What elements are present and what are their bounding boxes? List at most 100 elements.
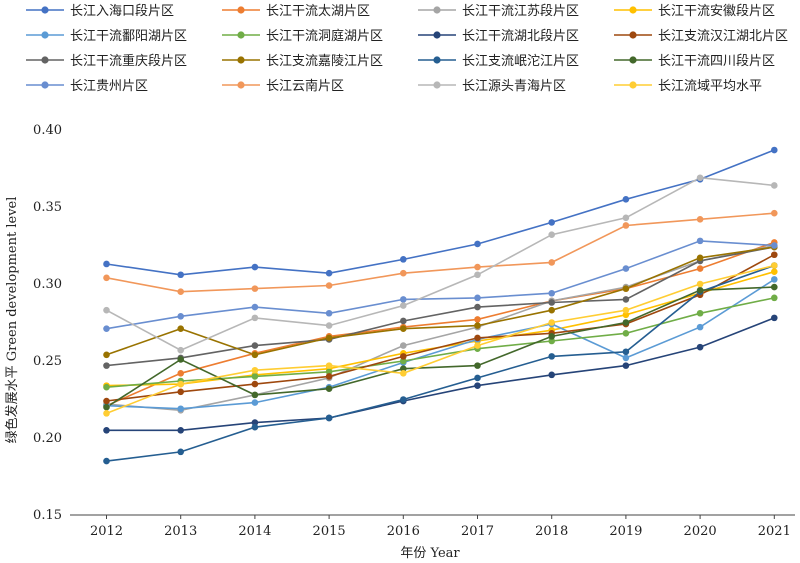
data-point-s14-2015 <box>325 322 333 329</box>
data-point-s12-2012 <box>103 325 110 332</box>
legend-entry-1: 长江干流太湖片区 <box>222 4 370 19</box>
x-axis-title: 年份 Year <box>400 546 460 561</box>
x-tick-label-2012: 2012 <box>90 524 123 539</box>
data-point-s3-2019 <box>622 311 630 319</box>
data-point-s13-2013 <box>177 288 184 296</box>
data-point-s0-2019 <box>622 196 630 203</box>
data-point-s8-2019 <box>622 296 630 303</box>
data-point-s12-2020 <box>696 237 704 245</box>
legend-entry-9: 长江支流嘉陵江片区 <box>222 54 383 69</box>
legend-marker <box>237 31 245 39</box>
data-point-s10-2019 <box>622 348 630 356</box>
y-tick-label-0.30: 0.30 <box>33 277 62 292</box>
legend-marker <box>41 56 49 64</box>
series-line-3 <box>106 270 775 387</box>
legend-label: 长江支流岷沱江片区 <box>462 53 579 69</box>
data-point-s10-2017 <box>474 374 481 382</box>
data-point-s10-2018 <box>548 353 555 360</box>
data-point-s15-2019 <box>622 306 630 314</box>
data-point-s7-2021 <box>771 251 778 259</box>
data-point-s12-2017 <box>474 294 481 302</box>
data-point-s9-2019 <box>622 285 630 292</box>
legend-label: 长江干流安徽段片区 <box>658 4 775 19</box>
data-point-s11-2014 <box>251 391 259 399</box>
data-point-s10-2013 <box>177 448 184 456</box>
data-point-s14-2019 <box>622 214 630 222</box>
legend-marker <box>433 81 441 89</box>
legend-marker <box>41 6 49 14</box>
data-point-s4-2014 <box>251 399 259 406</box>
data-point-s0-2015 <box>325 269 333 277</box>
data-point-s8-2014 <box>251 342 259 349</box>
y-tick-label-0.35: 0.35 <box>33 200 62 215</box>
x-tick-labels: 2012 2013 2014 2015 2016 2017 2018 2019 2020 2021 <box>90 515 791 539</box>
legend-marker <box>41 81 49 89</box>
data-point-s11-2013 <box>177 356 184 363</box>
data-point-s13-2016 <box>400 269 407 277</box>
data-point-s11-2012 <box>103 403 110 411</box>
data-point-s7-2014 <box>251 380 259 388</box>
data-point-s6-2019 <box>622 362 630 369</box>
data-point-s9-2020 <box>696 254 704 262</box>
data-point-s6-2017 <box>474 382 481 389</box>
legend-entry-3: 长江干流安徽段片区 <box>614 4 775 19</box>
series-line-15 <box>106 264 775 415</box>
data-point-s0-2017 <box>474 240 481 248</box>
series-line-0 <box>106 149 775 276</box>
data-point-s9-2013 <box>177 325 184 332</box>
data-point-s14-2020 <box>696 174 704 182</box>
data-point-s13-2020 <box>696 216 704 223</box>
data-point-s14-2016 <box>400 302 407 309</box>
data-point-s11-2020 <box>696 286 704 294</box>
legend-marker <box>629 81 637 89</box>
data-point-s9-2017 <box>474 322 481 329</box>
data-point-s10-2014 <box>251 423 259 431</box>
legend-label: 长江干流鄱阳湖片区 <box>70 29 187 44</box>
legend-marker <box>237 56 245 64</box>
series-line-10 <box>106 264 775 462</box>
data-point-s12-2021 <box>771 242 778 249</box>
data-point-s8-2018 <box>548 299 555 306</box>
data-point-s5-2021 <box>771 294 778 302</box>
data-point-s7-2013 <box>177 388 184 396</box>
data-point-s12-2013 <box>177 313 184 320</box>
series-line-5 <box>106 297 775 388</box>
data-point-s6-2018 <box>548 371 555 379</box>
data-point-s0-2016 <box>400 256 407 263</box>
data-point-s15-2015 <box>325 362 333 369</box>
data-point-s1-2017 <box>474 316 481 323</box>
data-point-s12-2015 <box>325 309 333 317</box>
data-point-s9-2016 <box>400 325 407 332</box>
data-point-s0-2021 <box>771 146 778 154</box>
legend-entry-10: 长江支流岷沱江片区 <box>418 53 579 69</box>
series-line-14 <box>106 176 775 352</box>
x-tick-label-2017: 2017 <box>461 524 494 539</box>
legend-label: 长江干流重庆段片区 <box>70 53 187 69</box>
data-point-s15-2021 <box>771 262 778 269</box>
data-point-s15-2014 <box>251 366 259 374</box>
legend-entry-7: 长江支流汉江湖北片区 <box>614 29 788 44</box>
data-point-s10-2016 <box>400 396 407 403</box>
legend: 长江入海口段片区 长江干流太湖片区 长江干流江苏段片区 长江干流安徽段片区长江干流鄱阳… <box>26 3 788 94</box>
data-point-s8-2016 <box>400 317 407 325</box>
data-point-s15-2020 <box>696 280 704 288</box>
data-point-s8-2012 <box>103 362 110 369</box>
series-line-13 <box>106 212 775 293</box>
data-point-s13-2019 <box>622 222 630 229</box>
data-point-s7-2016 <box>400 353 407 360</box>
x-tick-label-2021: 2021 <box>758 524 791 539</box>
series-points <box>103 146 778 465</box>
data-point-s14-2014 <box>251 314 259 322</box>
data-point-s12-2016 <box>400 296 407 303</box>
data-point-s11-2016 <box>400 365 407 373</box>
data-point-s7-2017 <box>474 334 481 342</box>
x-tick-label-2014: 2014 <box>238 524 271 539</box>
data-point-s6-2020 <box>696 343 704 351</box>
data-point-s10-2015 <box>325 414 333 422</box>
data-point-s0-2014 <box>251 263 259 271</box>
data-point-s5-2012 <box>103 383 110 391</box>
data-point-s5-2020 <box>696 309 704 317</box>
data-point-s11-2019 <box>622 319 630 326</box>
legend-marker <box>237 6 245 14</box>
